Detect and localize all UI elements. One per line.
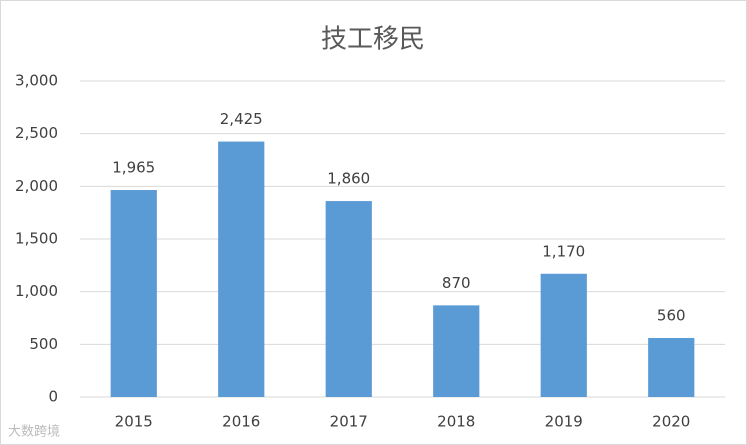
y-tick-label: 2,500 — [15, 124, 58, 142]
data-label: 560 — [657, 307, 686, 325]
data-label: 1,860 — [327, 170, 370, 188]
bar — [648, 338, 695, 397]
bar — [433, 305, 480, 397]
x-tick-label: 2020 — [652, 413, 690, 431]
data-label: 870 — [442, 274, 471, 292]
y-tick-label: 1,000 — [15, 282, 58, 300]
y-tick-label: 3,000 — [15, 72, 58, 90]
x-tick-label: 2019 — [545, 413, 583, 431]
data-label: 2,425 — [220, 110, 263, 128]
bar — [540, 273, 587, 397]
y-tick-label: 1,500 — [15, 230, 58, 248]
bar — [110, 190, 157, 397]
bar — [218, 141, 265, 397]
data-label: 1,965 — [112, 159, 155, 177]
x-tick-label: 2017 — [330, 413, 368, 431]
y-tick-label: 0 — [48, 388, 58, 406]
watermark: 大数跨境 — [8, 425, 60, 440]
y-tick-label: 500 — [29, 335, 58, 353]
x-tick-label: 2018 — [437, 413, 475, 431]
bar — [325, 201, 372, 397]
x-tick-label: 2016 — [222, 413, 260, 431]
x-tick-label: 2015 — [115, 413, 153, 431]
chart-title: 技工移民 — [321, 25, 425, 55]
data-label: 1,170 — [542, 242, 585, 260]
y-tick-label: 2,000 — [15, 177, 58, 195]
